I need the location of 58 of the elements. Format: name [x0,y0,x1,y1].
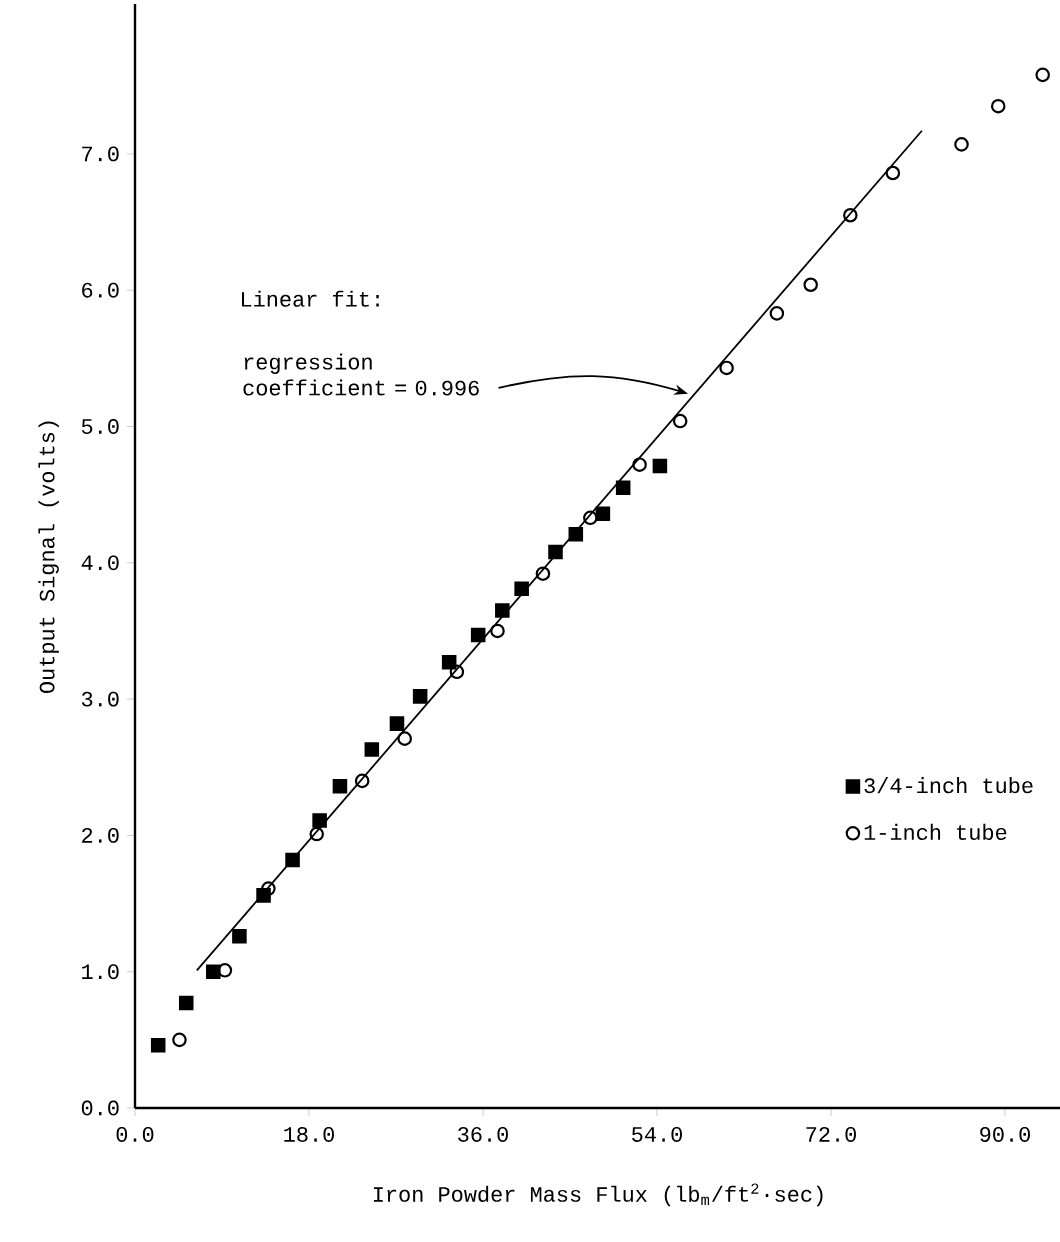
point [990,98,1006,114]
point [885,165,901,181]
point [548,544,563,560]
point [285,852,300,868]
point [615,480,631,496]
point [769,306,785,321]
x-tick-label: 90.0 [980,1127,1030,1142]
point [568,526,584,542]
y-tick-label: 6.0 [82,282,119,298]
point [595,506,611,522]
x-tick-label: 0.0 [116,1127,154,1142]
point [206,964,221,979]
point [490,623,505,639]
point [954,137,969,152]
point [150,1038,166,1053]
y-tick-label: 7.0 [82,146,119,162]
point [412,689,428,704]
legend-label: 3/4-inch tube [864,777,1033,794]
legend-label: 1-inch tube [864,823,1007,840]
y-tick-label: 0.0 [81,1100,119,1116]
point [364,742,380,757]
x-tick-label: 36.0 [458,1127,508,1142]
point [1035,67,1050,83]
point [652,458,668,474]
point [178,995,194,1011]
point [495,603,510,618]
x-tick-label: 18.0 [284,1127,334,1142]
point [803,277,818,293]
point [354,773,370,789]
y-tick-label: 3.0 [81,691,119,707]
point [583,510,598,526]
point [672,413,688,429]
point [441,655,457,670]
annotation: regression coefficient = 0.996 [243,353,479,396]
point [309,826,325,842]
y-axis-title: Output Signal (volts) [38,421,59,694]
annotation: Linear fit: [242,290,379,307]
x-tick-label: 72.0 [806,1127,856,1142]
y-tick-label: 5.0 [81,419,119,434]
point [719,360,734,376]
point [397,731,412,746]
point [172,1032,187,1048]
point [470,627,486,643]
y-tick-label: 1.0 [82,964,119,980]
point [514,581,529,596]
point [332,779,348,794]
point [261,881,276,896]
point [843,207,858,223]
point [449,664,465,680]
point [312,813,327,828]
point [632,457,647,472]
point [389,716,405,731]
x-axis-title: Iron Powder Mass Flux (lb$_{m}$/ft$^{2}$·sec) [373,1183,823,1207]
y-tick-label: 2.0 [82,827,119,843]
x-tick-label: 54.0 [632,1127,682,1142]
y-tick-label: 4.0 [81,555,119,571]
point [232,928,247,944]
point [535,566,551,581]
